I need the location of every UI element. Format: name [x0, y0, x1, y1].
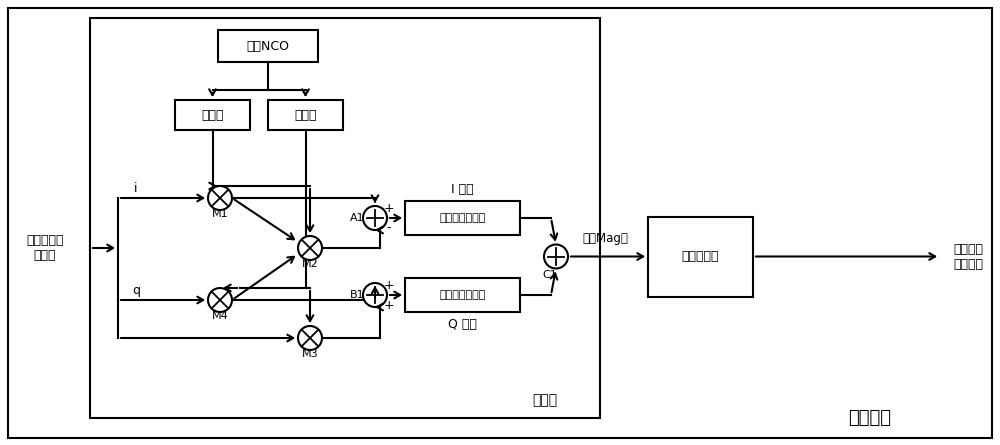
Text: 扫频器: 扫频器 — [532, 393, 558, 407]
Text: i: i — [134, 182, 138, 194]
Text: B1: B1 — [350, 290, 364, 300]
Text: 第一Mag值: 第一Mag值 — [582, 232, 628, 245]
Text: 余弦表: 余弦表 — [201, 109, 224, 121]
Bar — [175, 100, 250, 130]
Text: M1: M1 — [212, 209, 228, 219]
Circle shape — [298, 326, 322, 350]
Bar — [268, 100, 343, 130]
Bar — [648, 217, 753, 296]
Circle shape — [363, 283, 387, 307]
Bar — [405, 278, 520, 312]
Text: 第一相干积分器: 第一相干积分器 — [439, 213, 486, 223]
Circle shape — [363, 206, 387, 230]
Text: 第二相干积分器: 第二相干积分器 — [439, 290, 486, 300]
Text: 频率估计器: 频率估计器 — [682, 250, 719, 263]
Circle shape — [298, 236, 322, 260]
Circle shape — [208, 288, 232, 312]
Text: C1: C1 — [543, 270, 557, 279]
Text: A1: A1 — [350, 213, 364, 223]
Text: -: - — [387, 222, 391, 235]
Text: +: + — [384, 299, 394, 312]
Bar — [90, 18, 600, 418]
Text: +: + — [384, 202, 394, 214]
Text: I 支路: I 支路 — [451, 182, 474, 195]
Text: 扫频单元: 扫频单元 — [848, 409, 892, 427]
Text: M3: M3 — [302, 349, 318, 359]
Bar — [405, 201, 520, 235]
Bar — [218, 30, 318, 62]
Text: Q 支路: Q 支路 — [448, 317, 477, 331]
Text: q: q — [132, 283, 140, 296]
Text: 正弦表: 正弦表 — [294, 109, 317, 121]
Circle shape — [544, 244, 568, 268]
Text: 连续波信
号的频率: 连续波信 号的频率 — [953, 243, 983, 271]
Text: 含噪连续波
复信号: 含噪连续波 复信号 — [26, 234, 64, 262]
Text: 本地NCO: 本地NCO — [246, 40, 290, 53]
Text: M4: M4 — [212, 311, 228, 321]
Circle shape — [208, 186, 232, 210]
Text: +: + — [384, 279, 394, 291]
Text: M2: M2 — [302, 259, 318, 269]
